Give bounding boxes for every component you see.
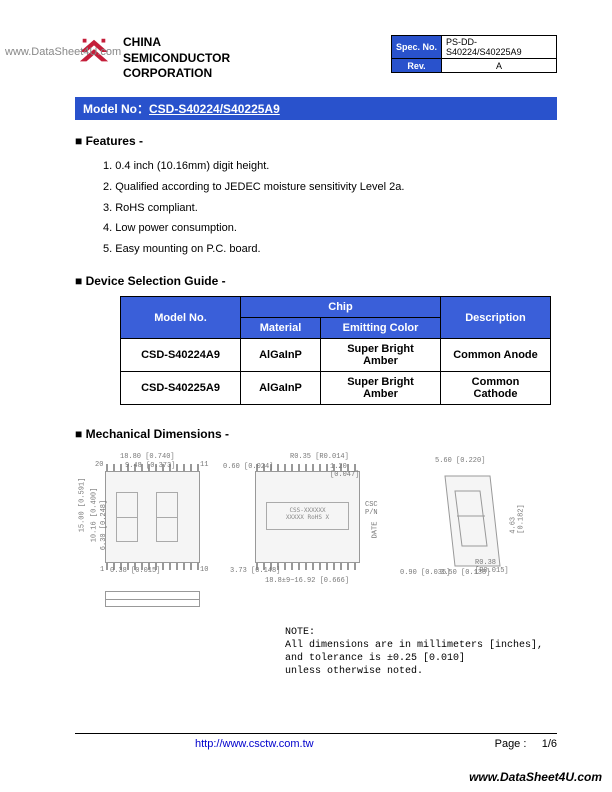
note-title: NOTE:: [285, 626, 543, 639]
rev-value: A: [442, 59, 557, 73]
cell-emitting: Super Bright Amber: [321, 339, 441, 372]
dim: 0.60 [0.024]: [223, 463, 273, 471]
note-block: NOTE: All dimensions are in millimeters …: [285, 626, 543, 678]
part-text2: XXXXX RoHS X: [267, 514, 348, 521]
company-name: CHINA SEMICONDUCTOR CORPORATION: [123, 35, 230, 82]
dim: CSC P/N: [365, 501, 378, 517]
side-angled-view: 5.60 [0.220] 4.63 [0.182] 3.50 [0.138] 0…: [425, 471, 515, 584]
feature-item: 5. Easy mounting on P.C. board.: [103, 239, 557, 260]
th-emitting: Emitting Color: [321, 318, 441, 339]
footer-url[interactable]: http://www.csctw.com.tw: [195, 738, 314, 750]
back-package-icon: CSS-XXXXXX XXXXX RoHS X: [255, 471, 360, 563]
digit-icon: [116, 492, 138, 542]
dim: 0.38 [0.015]: [110, 567, 160, 575]
note-line: unless otherwise noted.: [285, 665, 543, 678]
dim: 15.00 [0.591]: [78, 478, 86, 533]
dim: 10.16 [0.400]: [90, 488, 98, 543]
footer-page: Page : 1/6: [495, 738, 557, 750]
cell-description: Common Anode: [441, 339, 551, 372]
pin: 1: [100, 566, 104, 574]
cell-emitting: Super Bright Amber: [321, 372, 441, 405]
header: CHINA SEMICONDUCTOR CORPORATION Spec. No…: [75, 35, 557, 82]
th-material: Material: [241, 318, 321, 339]
dim: R0.35 [R0.014]: [290, 453, 349, 461]
rev-label: Rev.: [392, 59, 442, 73]
mechanical-drawing: 18.80 [0.740] 9.48 [0.373] 15.00 [0.591]…: [75, 451, 557, 681]
dim: R0.38 [R0.015]: [475, 559, 515, 575]
features-title: Features -: [75, 134, 557, 148]
th-description: Description: [441, 297, 551, 339]
dim: DATE: [371, 522, 379, 539]
cell-description: Common Cathode: [441, 372, 551, 405]
cell-material: AlGaInP: [241, 339, 321, 372]
cell-model: CSD-S40225A9: [121, 372, 241, 405]
dim: 0.90 [0.035]: [400, 569, 450, 577]
model-link[interactable]: CSD-S40224/S40225A9: [149, 102, 280, 116]
note-line: All dimensions are in millimeters [inche…: [285, 639, 543, 652]
feature-item: 3. RoHS compliant.: [103, 198, 557, 219]
dim: 1.20 [0.047]: [330, 463, 360, 479]
back-view: CSS-XXXXXX XXXXX RoHS X 0.60 [0.024] R0.…: [255, 471, 360, 563]
watermark-left: www.DataSheet4U.com: [5, 46, 121, 58]
dim: 18.8±9~16.92 [0.666]: [265, 577, 349, 585]
front-package-icon: [105, 471, 200, 563]
side-view-icon: [105, 591, 200, 607]
model-prefix: Model No：: [83, 102, 149, 116]
dim: 6.30 [0.248]: [100, 500, 108, 550]
dim: 3.73 [0.148]: [230, 567, 280, 575]
pin: 20: [95, 461, 103, 469]
feature-item: 1. 0.4 inch (10.16mm) digit height.: [103, 156, 557, 177]
dim: 18.80 [0.740]: [120, 453, 175, 461]
part-text1: CSS-XXXXXX: [267, 507, 348, 514]
table-row: CSD-S40224A9 AlGaInP Super Bright Amber …: [121, 339, 551, 372]
page-label: Page :: [495, 738, 527, 750]
spec-table: Spec. No. PS-DD-S40224/S40225A9 Rev. A: [391, 35, 557, 73]
company-line3: CORPORATION: [123, 66, 230, 82]
mech-title: Mechanical Dimensions -: [75, 427, 557, 441]
features-list: 1. 0.4 inch (10.16mm) digit height. 2. Q…: [75, 156, 557, 260]
pin: 10: [200, 566, 208, 574]
company-line1: CHINA: [123, 35, 230, 51]
feature-item: 2. Qualified according to JEDEC moisture…: [103, 177, 557, 198]
note-line: and tolerance is ±0.25 [0.010]: [285, 652, 543, 665]
watermark-right: www.DataSheet4U.com: [469, 770, 602, 784]
th-model: Model No.: [121, 297, 241, 339]
feature-item: 4. Low power consumption.: [103, 218, 557, 239]
page-value: 1/6: [542, 738, 557, 750]
device-selection-table: Model No. Chip Description Material Emit…: [120, 296, 551, 405]
table-row: CSD-S40225A9 AlGaInP Super Bright Amber …: [121, 372, 551, 405]
cell-model: CSD-S40224A9: [121, 339, 241, 372]
cell-material: AlGaInP: [241, 372, 321, 405]
dim: 5.60 [0.220]: [435, 457, 485, 465]
spec-no-label: Spec. No.: [392, 36, 442, 59]
th-chip: Chip: [241, 297, 441, 318]
company-line2: SEMICONDUCTOR: [123, 51, 230, 67]
device-guide-title: Device Selection Guide -: [75, 274, 557, 288]
footer: http://www.csctw.com.tw Page : 1/6: [75, 733, 557, 750]
part-label: CSS-XXXXXX XXXXX RoHS X: [266, 502, 349, 530]
pin: 11: [200, 461, 208, 469]
spec-no-value: PS-DD-S40224/S40225A9: [442, 36, 557, 59]
model-bar: Model No：CSD-S40224/S40225A9: [75, 97, 557, 120]
header-left: CHINA SEMICONDUCTOR CORPORATION: [75, 35, 230, 82]
front-view: 18.80 [0.740] 9.48 [0.373] 15.00 [0.591]…: [105, 471, 200, 563]
page-content: CHINA SEMICONDUCTOR CORPORATION Spec. No…: [0, 0, 612, 711]
dim: 4.63 [0.182]: [510, 505, 526, 534]
digit-icon: [156, 492, 178, 542]
dim: 9.48 [0.373]: [125, 462, 175, 470]
